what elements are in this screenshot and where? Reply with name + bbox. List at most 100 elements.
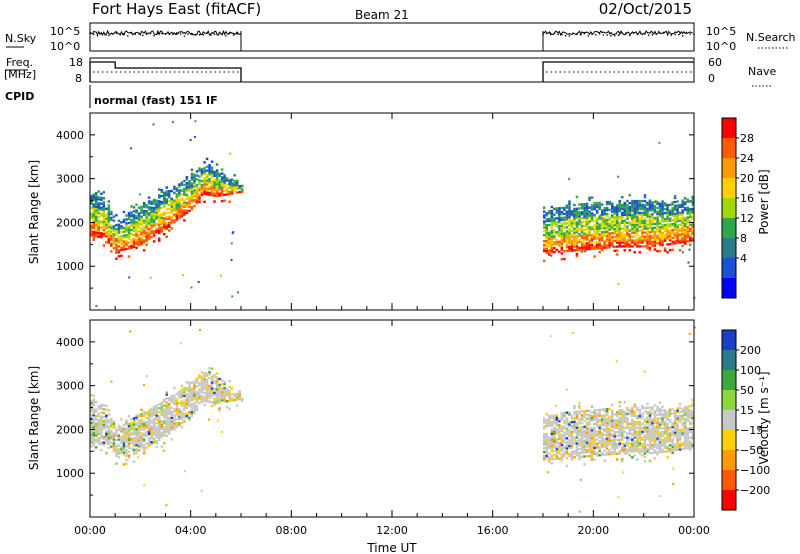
velocity-echo-cell bbox=[152, 407, 156, 411]
velocity-echo-cell bbox=[611, 443, 614, 446]
power-echo-cell bbox=[631, 201, 634, 205]
power-echo-cell bbox=[573, 215, 576, 219]
velocity-echo-cell bbox=[648, 447, 652, 451]
velocity-echo-cell bbox=[573, 456, 576, 459]
velocity-echo-cell bbox=[127, 436, 131, 440]
velocity-echo-cell bbox=[678, 410, 682, 414]
power-echo-cell bbox=[661, 235, 664, 239]
velocity-echo-cell bbox=[190, 389, 194, 392]
velocity-echo-cell bbox=[590, 440, 594, 444]
velocity-echo-cell bbox=[636, 438, 639, 441]
velocity-echo-cell bbox=[208, 371, 211, 374]
velocity-echo-cell bbox=[570, 444, 574, 447]
power-echo-cell bbox=[636, 243, 639, 246]
power-echo-cell bbox=[638, 245, 642, 248]
velocity-echo-cell bbox=[565, 411, 569, 414]
velocity-echo-cell bbox=[608, 443, 611, 446]
power-echo-cell bbox=[603, 232, 606, 236]
velocity-echo-cell bbox=[631, 448, 634, 451]
power-echo-cell bbox=[115, 214, 118, 217]
power-echo-cell bbox=[621, 203, 624, 207]
power-echo-cell bbox=[218, 194, 221, 197]
velocity-echo-cell bbox=[115, 432, 118, 436]
velocity-echo-cell bbox=[102, 441, 106, 444]
noise-tick-low-left: 10^0 bbox=[50, 40, 80, 53]
velocity-echo-cell bbox=[112, 426, 116, 429]
power-echo-cell bbox=[656, 228, 659, 231]
power-echo-cell bbox=[553, 231, 556, 234]
velocity-echo-cell bbox=[638, 408, 642, 412]
velocity-echo-cell bbox=[585, 449, 589, 452]
power-echo-cell bbox=[553, 237, 556, 240]
velocity-echo-cell bbox=[595, 446, 599, 449]
power-colorbar-segment bbox=[722, 218, 736, 239]
power-echo-cell bbox=[550, 245, 554, 248]
power-echo-cell bbox=[613, 229, 616, 233]
velocity-echo-cell bbox=[132, 450, 136, 454]
velocity-echo-cell bbox=[198, 382, 201, 385]
power-echo-cell bbox=[661, 241, 664, 245]
velocity-echo-cell bbox=[95, 440, 98, 443]
power-echo-cell bbox=[200, 191, 204, 195]
power-echo-cell bbox=[218, 188, 221, 191]
velocity-echo-cell bbox=[165, 415, 168, 418]
velocity-echo-cell bbox=[658, 443, 662, 446]
power-echo-cell bbox=[140, 221, 143, 224]
power-echo-cell bbox=[573, 213, 576, 217]
velocity-echo-cell bbox=[220, 395, 224, 398]
power-echo-cell bbox=[681, 217, 684, 220]
power-echo-cell bbox=[638, 223, 642, 226]
power-echo-cell bbox=[127, 235, 131, 238]
velocity-echo-cell bbox=[686, 435, 689, 438]
velocity-echo-cell bbox=[689, 413, 692, 416]
power-echo-cell bbox=[550, 249, 554, 252]
nsearch-point bbox=[93, 33, 95, 36]
power-echo-cell bbox=[90, 198, 93, 202]
power-echo-cell bbox=[155, 205, 158, 208]
velocity-echo-cell bbox=[137, 415, 141, 418]
nsearch-point bbox=[640, 32, 642, 35]
velocity-echo-cell bbox=[110, 421, 113, 425]
velocity-echo-cell bbox=[97, 442, 100, 445]
velocity-echo-cell bbox=[185, 387, 189, 390]
power-echo-cell bbox=[142, 249, 146, 252]
velocity-echo-cell bbox=[142, 448, 146, 451]
velocity-echo-cell bbox=[563, 439, 566, 442]
power-echo-cell bbox=[590, 243, 594, 247]
power-echo-cell bbox=[613, 222, 616, 225]
velocity-echo-cell bbox=[678, 416, 682, 420]
power-echo-cell bbox=[125, 224, 128, 227]
velocity-echo-cell bbox=[238, 390, 241, 393]
velocity-colorbar-tick-label: 100 bbox=[740, 364, 761, 377]
velocity-echo-cell bbox=[583, 445, 586, 448]
velocity-echo-cell bbox=[228, 397, 231, 401]
power-echo-cell bbox=[575, 207, 579, 210]
power-echo-cell bbox=[140, 215, 143, 218]
velocity-echo-cell bbox=[579, 478, 582, 481]
power-echo-cell bbox=[142, 221, 146, 224]
velocity-echo-cell bbox=[102, 437, 106, 440]
power-echo-cell bbox=[236, 191, 239, 194]
power-echo-cell bbox=[656, 206, 659, 210]
velocity-echo-cell bbox=[163, 412, 166, 415]
velocity-echo-cell bbox=[593, 440, 596, 443]
power-echo-cell bbox=[633, 211, 637, 215]
velocity-echo-cell bbox=[158, 403, 161, 406]
nsearch-label: N.Search bbox=[746, 31, 796, 44]
velocity-echo-cell bbox=[203, 374, 206, 377]
power-echo-cell bbox=[158, 188, 161, 191]
power-echo-cell bbox=[210, 192, 214, 195]
power-echo-cell bbox=[588, 216, 591, 219]
power-echo-cell bbox=[550, 229, 554, 232]
nsearch-point bbox=[100, 32, 103, 35]
velocity-echo-cell bbox=[656, 405, 659, 409]
velocity-echo-cell bbox=[110, 441, 113, 444]
velocity-echo-cell bbox=[598, 426, 601, 429]
velocity-echo-cell bbox=[205, 390, 209, 393]
power-echo-cell bbox=[168, 203, 171, 207]
power-echo-cell bbox=[671, 222, 674, 226]
power-echo-cell bbox=[595, 237, 599, 240]
power-echo-cell bbox=[668, 239, 672, 242]
power-echo-cell bbox=[643, 203, 647, 207]
power-echo-cell bbox=[611, 240, 614, 243]
